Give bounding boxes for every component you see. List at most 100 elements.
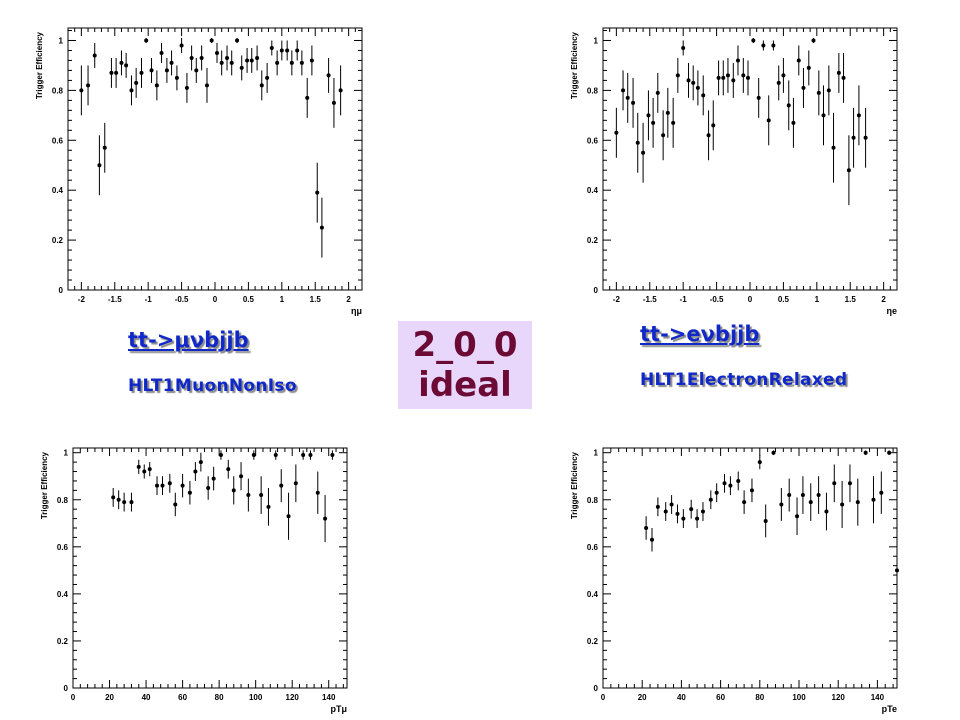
data-point [847,464,852,503]
marker [621,88,626,93]
marker [289,60,294,65]
data-point [745,60,750,96]
marker [766,118,771,123]
marker [173,502,178,507]
marker [847,481,852,486]
data-point [174,65,179,91]
marker [225,55,230,60]
marker [745,75,750,80]
data-point [795,497,800,536]
x-tick-label: 0 [213,295,218,304]
x-tick-label: 1.5 [310,295,322,304]
data-point [761,40,766,51]
chart-svg: 0 20 40 60 80 100 120 140 0 0.2 0.4 0.6 0.8 1 Trigger … [40,447,348,714]
marker [736,478,741,483]
x-tick-label: 0.5 [243,295,255,304]
marker [661,133,666,138]
data-point [144,37,149,43]
data-point [781,57,786,93]
y-tick-label: 0 [59,286,64,295]
y-tick-label: 0 [594,286,599,295]
marker [832,481,837,486]
data-point [189,45,194,71]
data-point [245,47,250,73]
marker [749,488,754,493]
data-point [273,450,278,460]
data-point [840,480,845,528]
data-point [742,490,747,514]
muon-process-text: tt->μνbjjb [128,328,249,352]
data-point [791,97,796,148]
x-tick-label: 120 [286,693,300,702]
data-point [266,488,271,526]
y-tick-label: 1 [594,36,599,45]
data-point [800,476,805,514]
marker [728,483,733,488]
data-point [215,42,220,63]
data-point [315,471,320,514]
marker [139,70,144,75]
data-point [695,509,700,528]
data-point [776,65,781,101]
marker [695,516,700,521]
marker [275,60,280,65]
data-point [644,516,649,540]
marker [301,453,306,458]
marker [235,38,240,43]
data-point [235,37,240,43]
plot-frame [602,447,898,689]
marker [675,73,680,78]
marker [286,514,291,519]
release-tag: ideal [418,365,512,405]
x-tick-label: 140 [871,693,885,702]
marker [806,65,811,70]
marker [167,481,172,486]
data-point [863,450,868,456]
marker [305,95,310,100]
data-point [279,40,284,61]
marker [675,511,680,516]
muon-process-label: tt->μνbjjb [128,328,249,352]
data-point [716,60,721,96]
marker [326,73,331,78]
marker [229,60,234,65]
data-point [308,450,313,460]
data-point [711,100,716,151]
data-point [763,504,768,538]
data-point [249,47,254,73]
marker [741,73,746,78]
marker [215,50,220,55]
y-tick-label: 1 [59,36,64,45]
data-point [167,473,172,493]
plot-frame [72,447,348,689]
data-point [194,57,199,83]
data-point [187,480,192,505]
marker [856,113,861,118]
marker [863,135,868,140]
marker [129,88,134,93]
x-tick-label: -2 [613,295,621,304]
x-tick-label: -1.5 [108,295,122,304]
marker [836,70,841,75]
marker [226,467,231,472]
marker [650,537,654,542]
chart-svg: -2 -1.5 -1 -0.5 0 0.5 1 1.5 2 0 0.2 0.4 0.6 0.8 1 Trigg… [35,27,363,316]
data-point [204,67,209,103]
marker [840,502,845,507]
data-point [757,455,762,470]
marker [742,500,747,505]
marker [97,163,102,168]
data-point [871,476,876,524]
marker [204,83,209,88]
data-point [663,502,668,521]
y-tick-label: 1 [594,449,599,458]
marker [189,55,194,60]
y-tick-label: 0 [594,684,599,693]
data-point [305,77,310,118]
marker [255,55,260,60]
data-point [851,107,856,168]
marker [771,450,776,455]
data-point [173,492,178,517]
data-point [721,60,726,96]
electron-process-label: tt->eνbjjb [640,322,759,346]
